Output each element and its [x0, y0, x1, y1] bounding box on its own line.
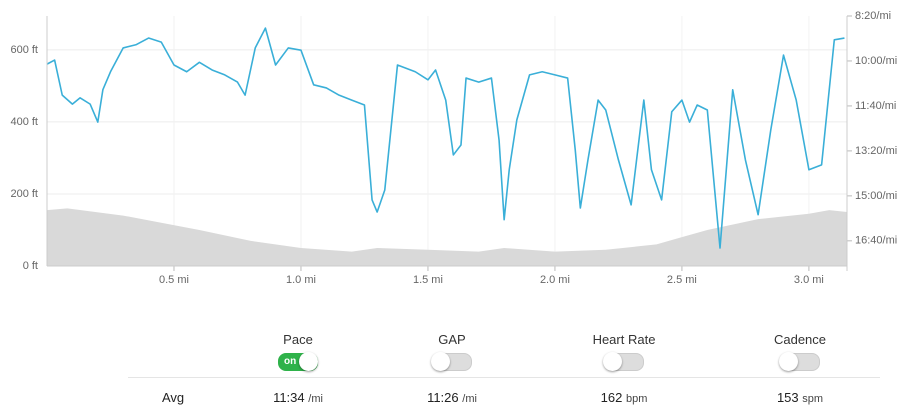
- controls-panel: Avg Pace on GAP Heart Rate Cadence 11:34 /mi 1…: [0, 320, 919, 417]
- control-label: Pace: [283, 332, 313, 347]
- control: GAP: [372, 332, 532, 371]
- value: 11:34: [273, 390, 305, 405]
- toggle[interactable]: [603, 352, 644, 371]
- toggle-knob: [299, 352, 318, 371]
- unit: bpm: [625, 393, 648, 405]
- toggle-knob: [431, 352, 450, 371]
- unit: /mi: [462, 393, 477, 405]
- value: 153: [776, 390, 799, 405]
- toggle-state: on: [284, 356, 297, 367]
- y2-tick-label: 8:20/mi: [855, 10, 891, 22]
- x-tick-label: 1.5 mi: [413, 274, 443, 286]
- summary-label: Avg: [162, 390, 185, 405]
- summary-value: 11:26 /mi: [372, 390, 532, 405]
- x-tick-label: 3.0 mi: [794, 274, 824, 286]
- y-tick-label: 0 ft: [23, 260, 38, 272]
- divider: [128, 377, 880, 378]
- control-label: Heart Rate: [592, 332, 656, 347]
- y2-tick-label: 13:20/mi: [855, 145, 897, 157]
- unit: /mi: [308, 393, 323, 405]
- toggle-knob: [603, 352, 622, 371]
- toggle[interactable]: on: [278, 352, 318, 371]
- control: Heart Rate: [544, 332, 704, 371]
- pace-line: [46, 27, 845, 249]
- x-tick-label: 1.0 mi: [286, 274, 316, 286]
- y2-tick-label: 11:40/mi: [855, 100, 896, 112]
- toggle[interactable]: [779, 352, 820, 371]
- x-tick-label: 2.5 mi: [667, 274, 697, 286]
- summary-value: 153 spm: [720, 390, 880, 405]
- summary-value: 11:34 /mi: [218, 390, 378, 405]
- y-tick-label: 200 ft: [10, 188, 38, 200]
- toggle[interactable]: [431, 352, 472, 371]
- unit: spm: [802, 393, 824, 405]
- value: 11:26: [427, 390, 459, 405]
- summary-value: 162 bpm: [544, 390, 704, 405]
- toggle-knob: [779, 352, 798, 371]
- y-tick-label: 400 ft: [10, 116, 38, 128]
- y2-tick-label: 16:40/mi: [855, 235, 897, 247]
- y2-tick-label: 10:00/mi: [855, 55, 897, 67]
- y-tick-label: 600 ft: [10, 44, 38, 56]
- control-label: GAP: [438, 332, 466, 347]
- value: 162: [600, 390, 623, 405]
- elevation-area: [47, 208, 847, 266]
- chart: 0 ft 200 ft 400 ft 600 ft 0.5 mi 1.0 mi 1.5 mi…: [10, 10, 897, 286]
- control: Pace on: [218, 332, 378, 371]
- x-tick-label: 2.0 mi: [540, 274, 570, 286]
- x-tick-label: 0.5 mi: [159, 274, 189, 286]
- y2-tick-label: 15:00/mi: [855, 190, 897, 202]
- control-label: Cadence: [773, 332, 827, 347]
- control: Cadence: [720, 332, 880, 371]
